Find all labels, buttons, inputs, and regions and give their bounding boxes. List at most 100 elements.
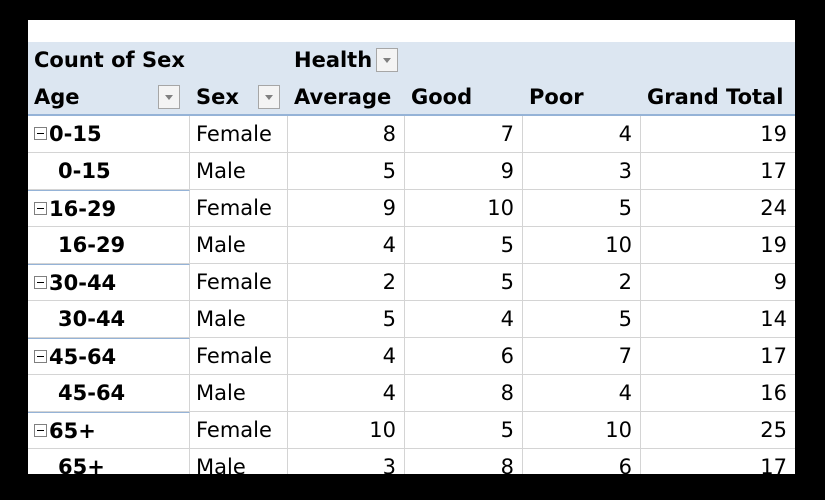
grand-total-cell: 9: [641, 264, 795, 301]
value-cell: 7: [405, 116, 523, 153]
grand-total-cell: 24: [641, 190, 795, 227]
table-row: 30-44 Male 5 4 5 14: [28, 301, 795, 338]
value-cell: 5: [288, 301, 405, 338]
age-label: 30-44: [49, 271, 117, 295]
collapse-minus-icon[interactable]: [34, 127, 47, 140]
table-row: 0-15 Male 5 9 3 17: [28, 153, 795, 190]
collapse-minus-icon[interactable]: [34, 202, 47, 215]
pivot-table-sheet: Count of Sex Health Age Sex Average Good…: [28, 20, 795, 474]
filter-dropdown-icon[interactable]: [158, 85, 180, 109]
age-cell[interactable]: 16-29: [28, 190, 190, 227]
sex-cell: Male: [190, 375, 288, 412]
row-field-header-age[interactable]: Age: [28, 79, 190, 116]
value-cell: 8: [405, 449, 523, 474]
table-row: 16-29 Female 9 10 5 24: [28, 190, 795, 227]
value-cell: 5: [523, 190, 641, 227]
value-cell: 4: [288, 227, 405, 264]
table-row: 65+ Female 10 5 10 25: [28, 412, 795, 449]
grand-total-cell: 17: [641, 449, 795, 474]
sex-cell: Male: [190, 301, 288, 338]
value-cell: 6: [523, 449, 641, 474]
age-label: 30-44: [58, 307, 126, 331]
age-label: 65+: [49, 419, 96, 443]
value-cell: 9: [288, 190, 405, 227]
sex-cell: Female: [190, 412, 288, 449]
age-label: 0-15: [58, 159, 111, 183]
age-label: 65+: [58, 455, 105, 474]
sex-cell: Female: [190, 338, 288, 375]
value-cell: 10: [523, 227, 641, 264]
value-cell: 8: [405, 375, 523, 412]
column-header-poor: Poor: [523, 79, 641, 116]
pivot-header-row-2: Age Sex Average Good Poor Grand Total: [28, 79, 795, 116]
sex-cell: Male: [190, 449, 288, 474]
pivot-header-row-1: Count of Sex Health: [28, 42, 795, 79]
age-label: 45-64: [49, 345, 117, 369]
age-cell: 0-15: [28, 153, 190, 190]
collapse-minus-icon[interactable]: [34, 424, 47, 437]
filter-dropdown-icon[interactable]: [258, 85, 280, 109]
column-header-grand-total: Grand Total: [641, 79, 795, 116]
column-header-strip: [28, 20, 795, 32]
value-cell: 10: [523, 412, 641, 449]
row-field-label-sex: Sex: [196, 85, 239, 109]
age-label: 45-64: [58, 381, 126, 405]
table-row: 65+ Male 3 8 6 17: [28, 449, 795, 474]
value-cell: 3: [288, 449, 405, 474]
value-cell: 4: [523, 375, 641, 412]
collapse-minus-icon[interactable]: [34, 350, 47, 363]
age-cell: 65+: [28, 449, 190, 474]
table-row: 30-44 Female 2 5 2 9: [28, 264, 795, 301]
value-cell: 4: [405, 301, 523, 338]
filter-dropdown-icon[interactable]: [376, 48, 398, 72]
grand-total-cell: 19: [641, 227, 795, 264]
grand-total-cell: 25: [641, 412, 795, 449]
age-cell: 16-29: [28, 227, 190, 264]
value-cell: 4: [288, 338, 405, 375]
grand-total-cell: 17: [641, 338, 795, 375]
age-cell: 30-44: [28, 301, 190, 338]
grand-total-cell: 16: [641, 375, 795, 412]
value-cell: 4: [523, 116, 641, 153]
column-header-good: Good: [405, 79, 523, 116]
value-cell: 5: [405, 412, 523, 449]
table-row: 45-64 Male 4 8 4 16: [28, 375, 795, 412]
value-cell: 5: [405, 227, 523, 264]
value-cell: 2: [523, 264, 641, 301]
value-cell: 7: [523, 338, 641, 375]
sex-cell: Female: [190, 264, 288, 301]
age-cell: 45-64: [28, 375, 190, 412]
value-cell: 8: [288, 116, 405, 153]
age-cell[interactable]: 30-44: [28, 264, 190, 301]
value-cell: 5: [523, 301, 641, 338]
value-cell: 5: [405, 264, 523, 301]
age-cell[interactable]: 65+: [28, 412, 190, 449]
table-row: 0-15 Female 8 7 4 19: [28, 116, 795, 153]
sex-cell: Female: [190, 190, 288, 227]
sex-cell: Male: [190, 227, 288, 264]
age-cell[interactable]: 0-15: [28, 116, 190, 153]
row-field-header-sex[interactable]: Sex: [190, 79, 288, 116]
sex-cell: Male: [190, 153, 288, 190]
table-row: 45-64 Female 4 6 7 17: [28, 338, 795, 375]
row-field-label-age: Age: [34, 85, 80, 109]
value-cell: 10: [288, 412, 405, 449]
grand-total-cell: 19: [641, 116, 795, 153]
age-cell[interactable]: 45-64: [28, 338, 190, 375]
column-header-average: Average: [288, 79, 405, 116]
value-cell: 9: [405, 153, 523, 190]
age-label: 0-15: [49, 122, 102, 146]
column-field-label: Health: [294, 48, 373, 72]
sex-cell: Female: [190, 116, 288, 153]
table-row: 16-29 Male 4 5 10 19: [28, 227, 795, 264]
pivot-corner-label: Count of Sex: [28, 42, 288, 79]
age-label: 16-29: [58, 233, 126, 257]
value-cell: 2: [288, 264, 405, 301]
age-label: 16-29: [49, 197, 117, 221]
value-cell: 4: [288, 375, 405, 412]
value-cell: 10: [405, 190, 523, 227]
value-cell: 6: [405, 338, 523, 375]
grand-total-cell: 17: [641, 153, 795, 190]
column-field-header[interactable]: Health: [288, 42, 795, 79]
collapse-minus-icon[interactable]: [34, 276, 47, 289]
